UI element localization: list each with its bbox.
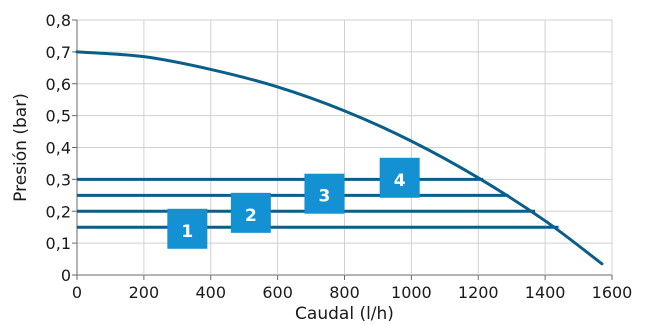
x-tick-label: 200 — [129, 283, 160, 302]
y-tick-label: 0,7 — [46, 43, 71, 62]
grid-layer — [76, 19, 613, 276]
y-tick-label: 0 — [61, 266, 71, 285]
y-tick-label: 0,8 — [46, 11, 71, 30]
y-tick-label: 0,1 — [46, 234, 71, 253]
y-tick-label: 0,2 — [46, 202, 71, 221]
tick-labels-layer: 0 0,1 0,2 0,3 0,4 0,5 0,6 0,7 0,8 0 200 400 600 800 10… — [46, 11, 633, 302]
pump-curve-layer — [75, 50, 604, 266]
level-boxes-layer: 1 2 3 4 — [167, 157, 420, 249]
level-box-4 — [379, 157, 420, 198]
y-tick-label: 0,3 — [46, 170, 71, 189]
x-tick-label: 1200 — [458, 283, 499, 302]
level-box-1 — [167, 208, 208, 249]
level-box-2 — [230, 192, 271, 233]
x-tick-label: 1400 — [525, 283, 566, 302]
level-box-label-3: 3 — [319, 187, 331, 207]
x-tick-label: 600 — [262, 283, 293, 302]
level-box-3 — [304, 173, 345, 214]
x-tick-label: 1600 — [592, 283, 633, 302]
x-axis-title: Caudal (l/h) — [295, 304, 394, 324]
x-tick-label: 400 — [195, 283, 226, 302]
axis-layer — [72, 19, 613, 280]
y-tick-label: 0,6 — [46, 75, 71, 94]
level-box-label-4: 4 — [394, 171, 406, 191]
level-box-label-2: 2 — [245, 206, 257, 226]
x-tick-label: 800 — [329, 283, 360, 302]
level-box-label-1: 1 — [181, 222, 193, 242]
y-axis-title: Presión (bar) — [11, 93, 31, 202]
pump-curve-line — [75, 50, 604, 266]
y-tick-label: 0,5 — [46, 107, 71, 126]
x-tick-label: 1000 — [391, 283, 432, 302]
x-tick-label: 0 — [72, 283, 82, 302]
y-tick-label: 0,4 — [46, 139, 71, 158]
